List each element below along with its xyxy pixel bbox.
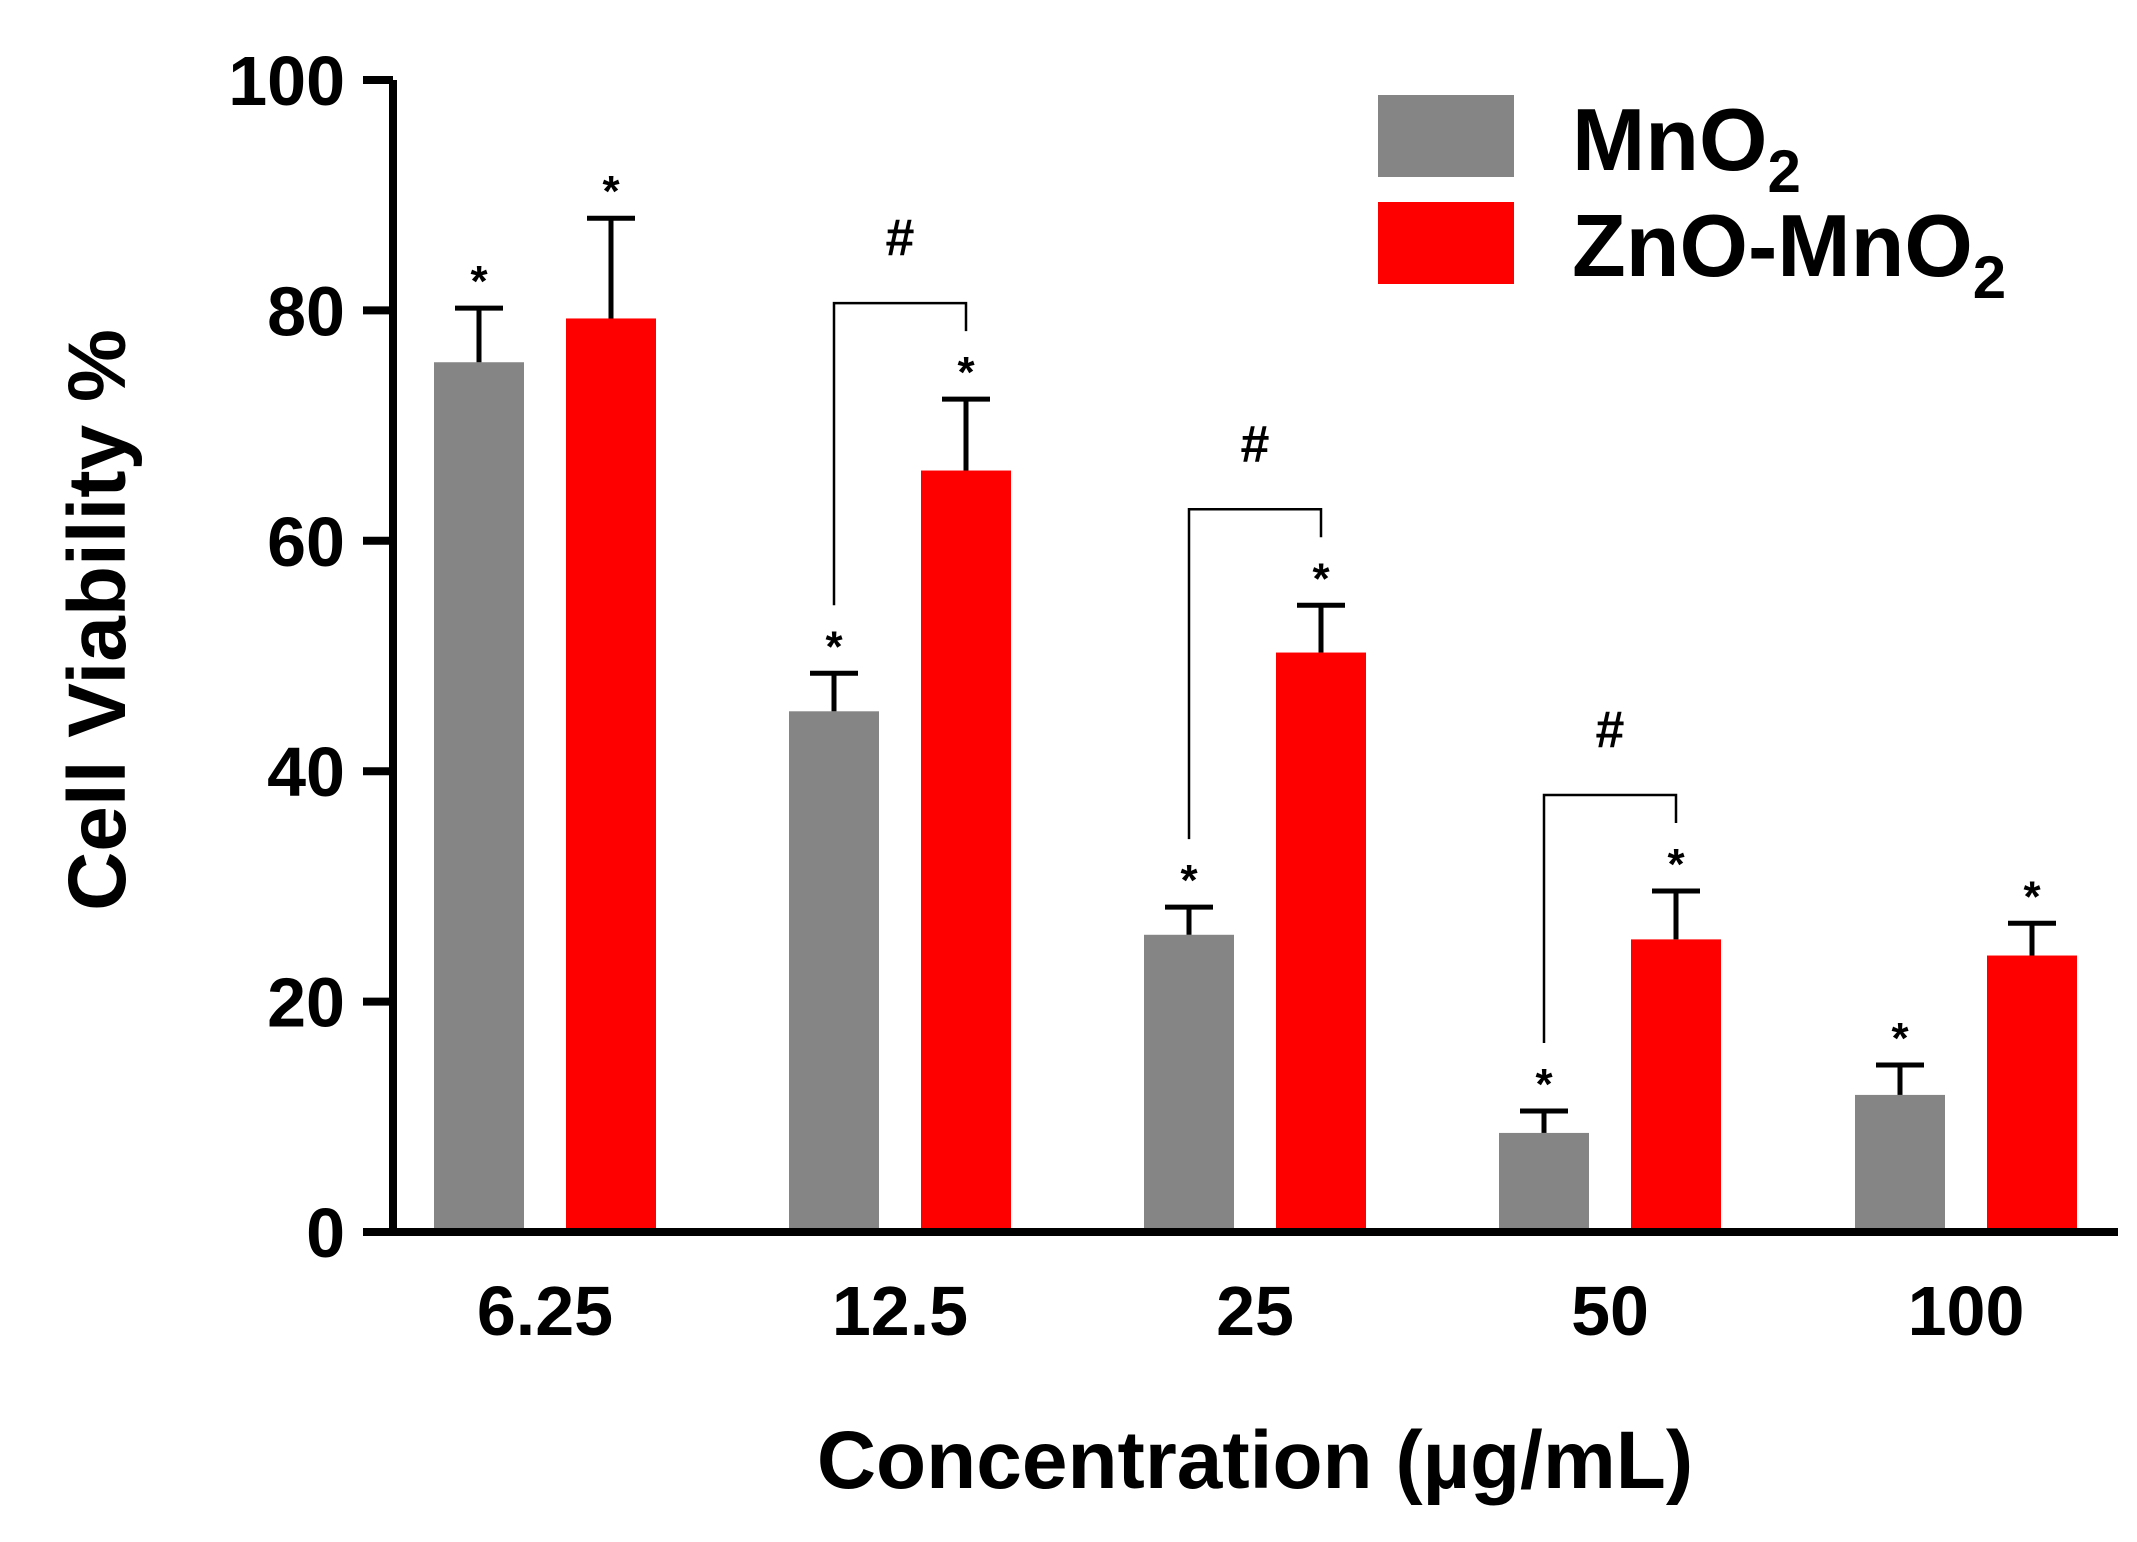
y-tick-label-20: 20: [267, 964, 345, 1042]
annotations-layer: * * * * * * * * * * # # #: [470, 167, 2041, 1109]
y-tick-label-60: 60: [267, 503, 345, 581]
x-tick-label-6-25: 6.25: [477, 1272, 613, 1350]
bar-zno-mno2-25: [1276, 652, 1366, 1232]
significance-asterisk-zno-mno2-50: *: [1667, 840, 1685, 889]
x-axis-title: Concentration (µg/mL): [817, 1415, 1693, 1506]
bar-mno2-25: [1144, 934, 1234, 1232]
x-tick-label-25: 25: [1216, 1272, 1294, 1350]
y-tick-label-0: 0: [306, 1194, 345, 1272]
error-bars-layer: [455, 215, 2056, 1133]
significance-asterisk-zno-mno2-12-5: *: [957, 348, 975, 397]
bar-zno-mno2-12-5: [921, 470, 1011, 1232]
comparison-hash-50: #: [1596, 701, 1625, 759]
significance-asterisk-zno-mno2-100: *: [2023, 872, 2041, 921]
significance-asterisk-zno-mno2-25: *: [1312, 554, 1330, 603]
bar-zno-mno2-50: [1631, 939, 1721, 1232]
x-tick-label-50: 50: [1571, 1272, 1649, 1350]
comparison-hash-25: #: [1241, 415, 1270, 473]
y-axis-title: Cell Viability %: [52, 329, 143, 911]
y-tick-label-40: 40: [267, 733, 345, 811]
significance-asterisk-mno2-50: *: [1535, 1060, 1553, 1109]
legend-label-mno2: MnO2: [1572, 90, 1801, 205]
significance-asterisk-zno-mno2-6-25: *: [602, 167, 620, 216]
bar-mno2-6-25: [434, 362, 524, 1232]
comparison-bracket-50: [1542, 793, 1678, 1044]
significance-asterisk-mno2-12-5: *: [825, 622, 843, 671]
comparison-hash-12-5: #: [886, 209, 915, 267]
legend-label-zno-mno2: ZnO-MnO2: [1572, 196, 2006, 311]
significance-asterisk-mno2-6-25: *: [470, 257, 488, 306]
comparison-bracket-12-5: [832, 301, 968, 606]
axes-layer: 0 20 40 60 80 100 6.25 12.5 25 50 100: [228, 42, 2118, 1350]
bars-layer: [434, 318, 2077, 1232]
bar-zno-mno2-6-25: [566, 318, 656, 1232]
bar-mno2-50: [1499, 1132, 1589, 1232]
significance-asterisk-mno2-100: *: [1891, 1014, 1909, 1063]
comparison-bracket-25: [1187, 508, 1323, 840]
significance-asterisk-mno2-25: *: [1180, 856, 1198, 905]
x-tick-label-100: 100: [1908, 1272, 2025, 1350]
legend-swatch-mno2: [1378, 95, 1514, 177]
y-tick-label-80: 80: [267, 272, 345, 350]
bar-mno2-100: [1855, 1094, 1945, 1232]
legend-swatch-zno-mno2: [1378, 202, 1514, 284]
bar-zno-mno2-100: [1987, 955, 2077, 1232]
bar-mno2-12-5: [789, 711, 879, 1232]
legend: MnO2 ZnO-MnO2: [1378, 90, 2006, 311]
x-tick-label-12-5: 12.5: [832, 1272, 968, 1350]
y-tick-label-100: 100: [228, 42, 345, 120]
